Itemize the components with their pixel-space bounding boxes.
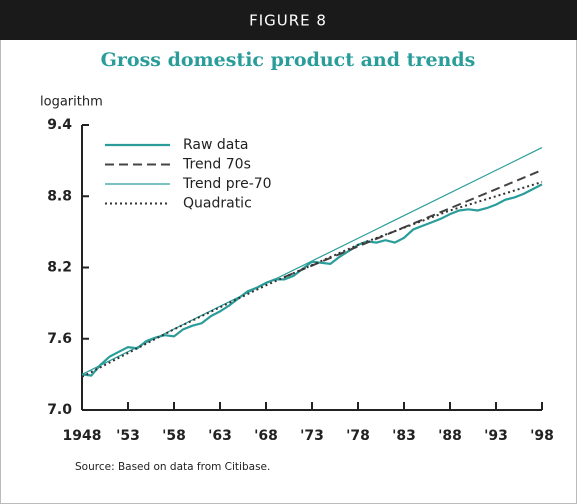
legend-label: Trend 70s <box>182 157 251 173</box>
x-tick-label: '88 <box>438 428 462 444</box>
x-tick-label: '63 <box>208 428 232 444</box>
chart-title: Gross domestic product and trends <box>101 49 476 71</box>
x-tick-label: '68 <box>254 428 278 444</box>
x-tick-label: '93 <box>484 428 508 444</box>
header-bar <box>0 0 577 40</box>
y-tick-label: 7.0 <box>47 402 72 418</box>
y-tick-label: 9.4 <box>47 117 72 133</box>
legend-label: Raw data <box>183 137 248 153</box>
x-tick-label: '58 <box>162 428 186 444</box>
x-tick-label: '73 <box>300 428 324 444</box>
x-tick-label: 1948 <box>63 428 102 444</box>
y-tick-label: 8.8 <box>47 188 72 204</box>
legend-label: Quadratic <box>183 196 252 212</box>
source-note: Source: Based on data from Citibase. <box>75 461 270 473</box>
series-line <box>284 169 543 278</box>
x-tick-label: '83 <box>392 428 416 444</box>
series-line <box>81 181 543 378</box>
x-tick-label: '98 <box>530 428 554 444</box>
x-tick-label: '53 <box>116 428 140 444</box>
y-tick-label: 7.6 <box>47 331 72 347</box>
figure-label: FIGURE 8 <box>249 12 327 30</box>
legend-label: Trend pre-70 <box>182 176 272 192</box>
y-axis-label: logarithm <box>40 95 103 110</box>
y-tick-label: 8.2 <box>47 260 72 276</box>
x-tick-label: '78 <box>346 428 370 444</box>
